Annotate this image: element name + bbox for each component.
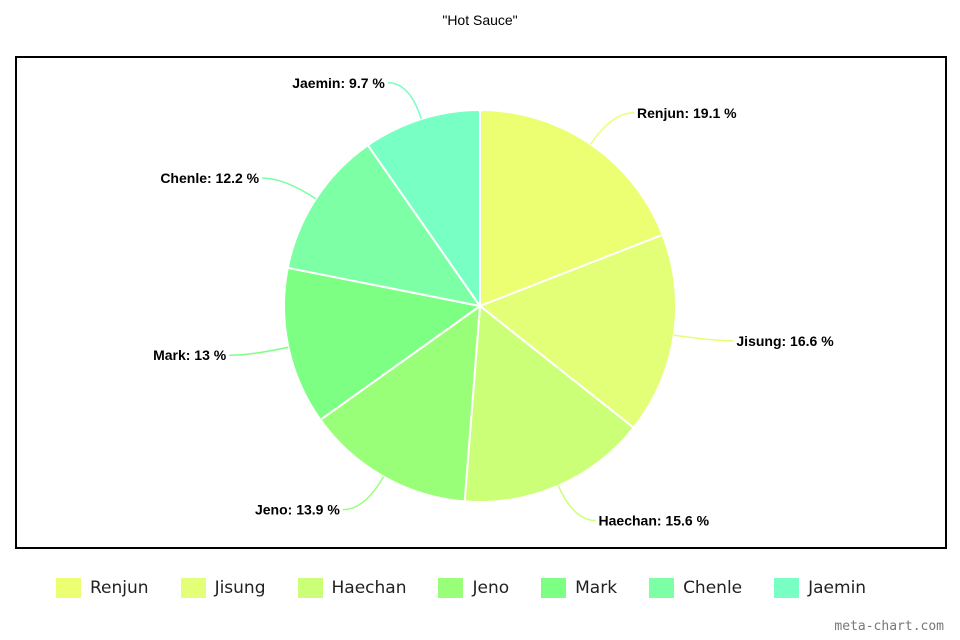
pie-slice-jeno[interactable] — [319, 303, 482, 503]
legend-swatch — [438, 578, 464, 598]
legend-item-jeno[interactable]: Jeno — [438, 578, 509, 598]
data-label-haechan: Haechan: 15.6 % — [599, 513, 710, 529]
pie-slice-haechan[interactable] — [463, 304, 636, 503]
legend-swatch — [180, 578, 206, 598]
data-label-jisung: Jisung: 16.6 % — [736, 333, 834, 349]
chart-frame — [15, 56, 947, 549]
data-label-renjun: Renjun: 19.1 % — [637, 105, 737, 121]
legend-label: Mark — [575, 578, 618, 598]
legend-item-haechan[interactable]: Haechan — [297, 578, 407, 598]
legend-label: Chenle — [683, 578, 743, 598]
data-label-chenle: Chenle: 12.2 % — [160, 170, 259, 186]
chart-title: "Hot Sauce" — [442, 12, 518, 28]
pie-slice-chenle[interactable] — [286, 143, 483, 308]
legend-swatch — [649, 578, 675, 598]
data-label-mark: Mark: 13 % — [153, 347, 227, 363]
legend-swatch — [56, 578, 81, 598]
legend-label: Jisung — [214, 578, 266, 598]
leader-line-mark — [229, 346, 289, 356]
leader-line-jeno — [342, 476, 385, 511]
leader-line-jaemin — [387, 82, 422, 120]
data-label-jaemin: Jaemin: 9.7 % — [292, 75, 385, 91]
legend-label: Haechan — [331, 578, 407, 598]
legend-label: Renjun — [90, 578, 149, 598]
leader-line-jisung — [673, 334, 734, 342]
pie-slice-renjun[interactable] — [479, 108, 664, 308]
legend-item-jisung[interactable]: Jisung — [180, 578, 266, 598]
legend-label: Jaemin — [808, 578, 867, 598]
legend-swatch — [774, 578, 800, 598]
legend-item-jaemin[interactable]: Jaemin — [774, 578, 866, 598]
leader-line-renjun — [589, 112, 635, 145]
leader-line-haechan — [557, 485, 596, 522]
data-label-jeno: Jeno: 13.9 % — [255, 502, 340, 518]
legend-swatch — [297, 578, 323, 598]
watermark: meta-chart.com — [834, 619, 944, 634]
legend-label: Jeno — [472, 578, 510, 598]
legend-item-chenle[interactable]: Chenle — [649, 578, 742, 598]
legend-swatch — [541, 578, 567, 598]
pie-slice-jaemin[interactable] — [366, 108, 481, 310]
pie-slice-mark[interactable] — [283, 266, 483, 422]
leader-line-chenle — [262, 177, 317, 200]
legend: Renjun Jisung Haechan Jeno Mark Chenle Jaemin — [56, 578, 898, 598]
legend-item-mark[interactable]: Mark — [541, 578, 617, 598]
legend-item-renjun[interactable]: Renjun — [56, 578, 149, 598]
